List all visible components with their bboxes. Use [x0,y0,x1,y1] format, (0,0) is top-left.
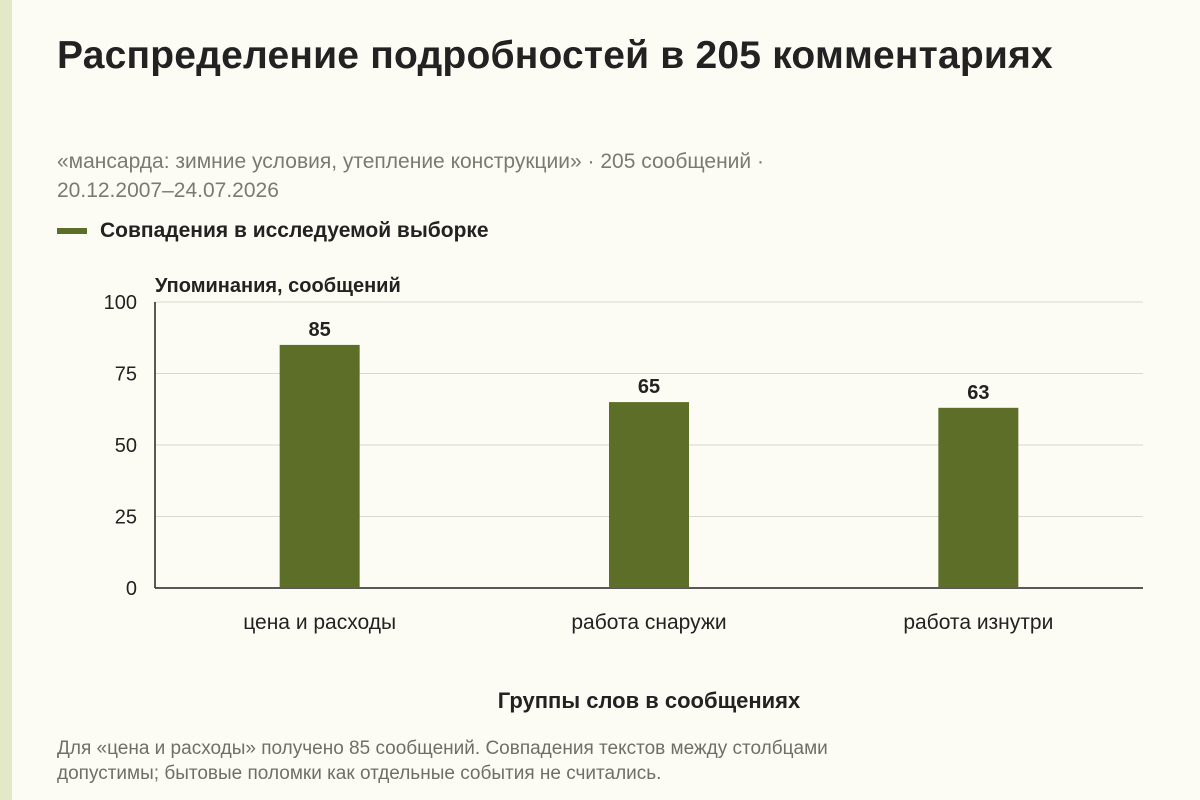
legend: Совпадения в исследуемой выборке [57,219,489,243]
y-tick-label: 100 [104,292,137,314]
bar [279,344,360,588]
x-tick-label: цена и расходы [243,611,396,634]
y-tick-label: 75 [115,364,137,386]
footnote-line-1: Для «цена и расходы» получено 85 сообщен… [57,738,828,759]
x-axis-label: Группы слов в сообщениях [498,688,801,713]
bar [609,402,689,588]
x-tick-label: работа изнутри [903,611,1053,634]
data-label: 63 [967,382,989,404]
x-tick-label: работа снаружи [571,611,726,634]
subtitle-line-1: «мансарда: зимние условия, утепление кон… [57,150,764,173]
bar [938,407,1019,588]
footnote-line-2: допустимы; бытовые поломки как отдельные… [57,763,662,784]
y-tick-label: 25 [115,507,137,529]
chart-subtitle: «мансарда: зимние условия, утепление кон… [57,147,957,205]
data-label: 65 [638,376,660,398]
data-label: 85 [309,319,331,341]
left-accent-strip [0,0,12,800]
chart-title: Распределение подробностей в 205 коммент… [57,34,1053,77]
y-axis-label: Упоминания, сообщений [155,275,401,297]
subtitle-line-2: 20.12.2007–24.07.2026 [57,179,279,202]
footnote: Для «цена и расходы» получено 85 сообщен… [57,736,1057,786]
y-tick-label: 50 [115,435,137,457]
legend-label: Совпадения в исследуемой выборке [100,219,489,242]
legend-swatch [57,228,87,234]
y-tick-label: 0 [126,578,137,600]
